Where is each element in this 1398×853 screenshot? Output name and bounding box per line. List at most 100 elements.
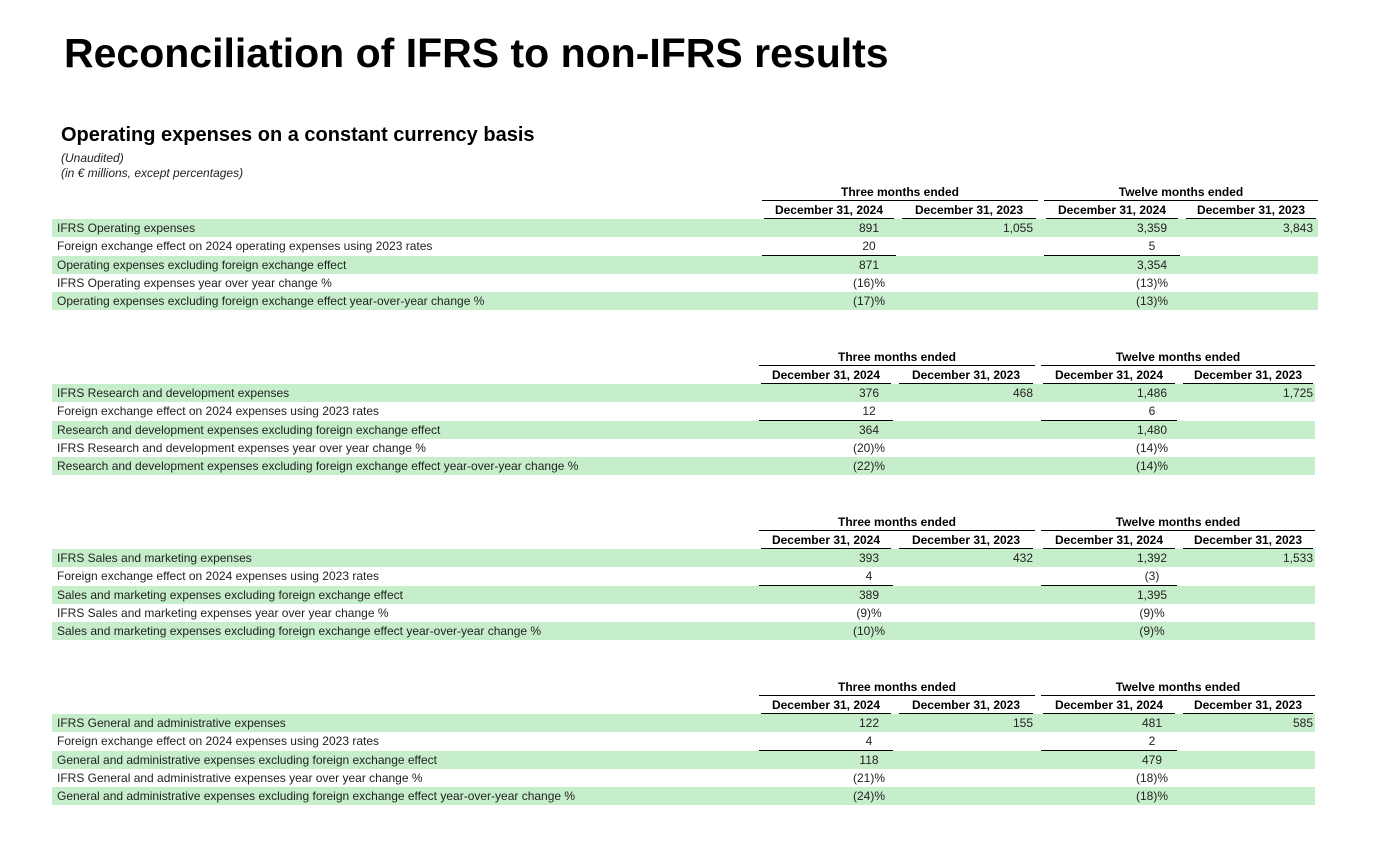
rule — [764, 218, 894, 219]
row-label: IFRS General and administrative expenses… — [57, 770, 423, 785]
rule — [1046, 218, 1178, 219]
table-row: IFRS Operating expenses 891 1,055 3,359 3,84… — [52, 219, 1318, 237]
note: (Unaudited) — [61, 151, 124, 165]
table-row: IFRS General and administrative expenses… — [52, 769, 1315, 787]
cell: 2 — [1148, 734, 1156, 749]
rule — [759, 530, 1035, 531]
row-label: General and administrative expenses excl… — [57, 789, 576, 804]
cell: 479 — [1141, 752, 1163, 767]
cell: 5 — [1148, 239, 1156, 254]
rule — [899, 713, 1033, 714]
group-header: Three months ended — [840, 185, 959, 199]
group-header: Three months ended — [837, 515, 956, 529]
table-row: Sales and marketing expenses excluding f… — [52, 622, 1315, 641]
row-label: Foreign exchange effect on 2024 expenses… — [57, 404, 380, 419]
group-header: Twelve months ended — [1115, 680, 1241, 694]
column-header: December 31, 2023 — [1193, 698, 1303, 712]
cell: (24)% — [852, 789, 885, 804]
row-label: IFRS Sales and marketing expenses year o… — [57, 605, 389, 620]
table-row: Research and development expenses exclud… — [52, 420, 1315, 439]
rule — [1041, 365, 1315, 366]
row-label: Foreign exchange effect on 2024 expenses… — [57, 734, 380, 749]
cell: 4 — [865, 734, 873, 749]
row-label: IFRS Sales and marketing expenses — [57, 551, 252, 565]
cell: (9)% — [1139, 605, 1165, 620]
rule — [1043, 548, 1175, 549]
table-row: Foreign exchange effect on 2024 expenses… — [52, 732, 1315, 750]
cell: 891 — [858, 221, 880, 235]
cell: (9)% — [1139, 624, 1165, 639]
rule — [762, 200, 1038, 201]
rule — [1186, 218, 1316, 219]
table-row: IFRS General and administrative expenses… — [52, 714, 1315, 732]
cell: (18)% — [1135, 770, 1168, 785]
row-label: Sales and marketing expenses excluding f… — [57, 624, 542, 639]
row-label: IFRS Operating expenses year over year c… — [57, 275, 332, 290]
rule — [899, 383, 1033, 384]
cell: 155 — [1012, 716, 1033, 730]
table-row: General and administrative expenses excl… — [52, 787, 1315, 806]
cell: 389 — [858, 587, 880, 602]
column-header: December 31, 2024 — [774, 203, 884, 217]
rule — [899, 548, 1033, 549]
cell: 122 — [858, 716, 880, 730]
row-label: Research and development expenses exclud… — [57, 459, 579, 474]
column-header: December 31, 2024 — [771, 368, 881, 382]
column-header: December 31, 2023 — [914, 203, 1024, 217]
cell: 432 — [1012, 551, 1033, 565]
column-header: December 31, 2023 — [1193, 533, 1303, 547]
cell: (9)% — [856, 605, 882, 620]
row-label: IFRS Operating expenses — [57, 221, 196, 235]
table-row: Sales and marketing expenses excluding f… — [52, 585, 1315, 604]
column-header: December 31, 2023 — [911, 368, 1021, 382]
table-row: IFRS Operating expenses year over year c… — [52, 274, 1318, 292]
rule — [761, 713, 891, 714]
row-label: Operating expenses excluding foreign exc… — [57, 257, 347, 272]
rule — [1041, 695, 1315, 696]
table-row: Foreign exchange effect on 2024 expenses… — [52, 567, 1315, 585]
cell: (14)% — [1135, 440, 1168, 455]
page-title: Reconciliation of IFRS to non-IFRS resul… — [64, 30, 889, 76]
row-label: Research and development expenses exclud… — [57, 422, 441, 437]
table-row: IFRS Research and development expenses y… — [52, 439, 1315, 457]
table-row: Foreign exchange effect on 2024 operatin… — [52, 237, 1318, 255]
cell: 585 — [1292, 716, 1313, 730]
rule — [1044, 200, 1318, 201]
rule — [759, 365, 1035, 366]
row-label: Foreign exchange effect on 2024 operatin… — [57, 239, 433, 254]
cell: (17)% — [852, 294, 885, 309]
column-header: December 31, 2023 — [1193, 368, 1303, 382]
row-label: IFRS Research and development expenses y… — [57, 440, 426, 455]
rule — [1183, 383, 1313, 384]
group-header: Twelve months ended — [1115, 515, 1241, 529]
cell: (16)% — [852, 275, 885, 290]
cell: (14)% — [1135, 459, 1168, 474]
column-header: December 31, 2024 — [1054, 368, 1164, 382]
cell: (20)% — [852, 440, 885, 455]
cell: 6 — [1148, 404, 1156, 419]
cell: 118 — [859, 752, 879, 767]
cell: 1,480 — [1136, 422, 1168, 437]
row-label: Operating expenses excluding foreign exc… — [57, 294, 485, 309]
group-header: Three months ended — [837, 350, 956, 364]
rule — [1043, 383, 1175, 384]
section-title: Operating expenses on a constant currenc… — [61, 124, 535, 146]
cell: (21)% — [852, 770, 885, 785]
cell: 1,392 — [1136, 551, 1168, 565]
cell: 3,843 — [1282, 221, 1313, 235]
column-header: December 31, 2024 — [771, 533, 881, 547]
cell: 3,359 — [1136, 221, 1168, 235]
rule — [1183, 548, 1313, 549]
table-row: Operating expenses excluding foreign exc… — [52, 255, 1318, 274]
cell: (22)% — [852, 459, 885, 474]
column-header: December 31, 2024 — [771, 698, 881, 712]
column-header: December 31, 2023 — [911, 533, 1021, 547]
rule — [761, 383, 891, 384]
rule — [1043, 713, 1175, 714]
row-label: Foreign exchange effect on 2024 expenses… — [57, 569, 380, 584]
rule — [759, 695, 1035, 696]
cell: 3,354 — [1136, 257, 1168, 272]
cell: (13)% — [1135, 275, 1168, 290]
column-header: December 31, 2024 — [1057, 203, 1167, 217]
